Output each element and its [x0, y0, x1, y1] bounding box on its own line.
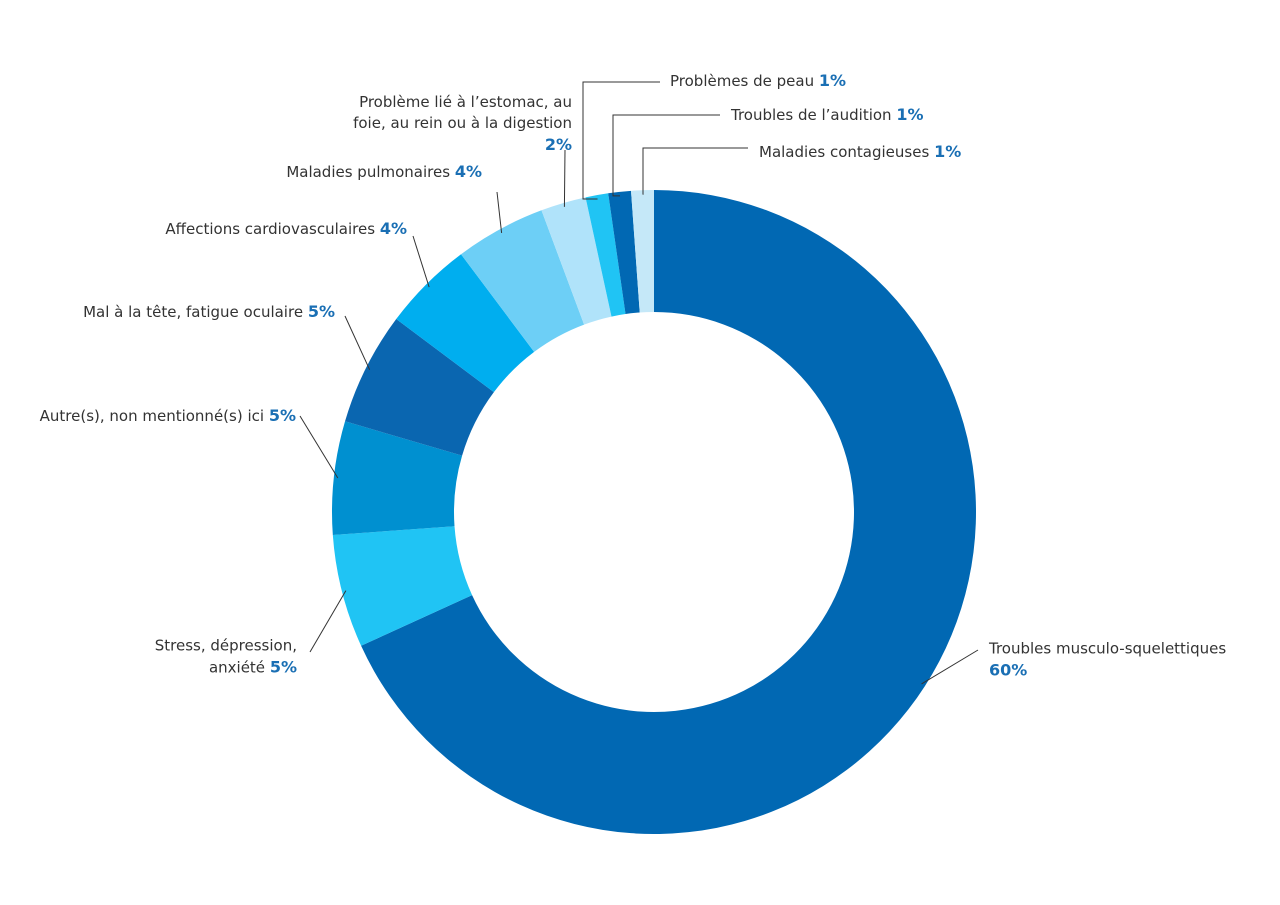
donut-slice — [585, 193, 626, 317]
leader-line — [612, 114, 720, 197]
slice-label: Troubles de l’audition 1% — [731, 104, 951, 126]
category-name: Troubles de l’audition — [731, 106, 892, 124]
leader-line — [412, 235, 430, 288]
value-label: 5% — [307, 302, 335, 321]
value-label: 1% — [934, 142, 962, 161]
slice-label: Troubles musculo-squelettiques 60% — [989, 639, 1269, 682]
value-label: 5% — [268, 406, 296, 425]
value-label: 2% — [544, 135, 572, 154]
leader-line — [344, 315, 371, 370]
leader-line — [299, 415, 339, 479]
leader-line — [563, 149, 566, 207]
category-name: Affections cardiovasculaires — [165, 220, 376, 238]
leader-line — [496, 191, 503, 233]
category-name: Troubles musculo-squelettiques — [989, 639, 1227, 658]
slice-label: Affections cardiovasculaires 4% — [147, 218, 407, 240]
donut-slice — [361, 190, 976, 835]
category-name: Autre(s), non mentionné(s) ici — [39, 407, 265, 425]
category-name: Problèmes de peau — [670, 72, 815, 90]
leader-line — [309, 590, 347, 653]
donut-slice — [345, 319, 494, 456]
leader-line — [642, 147, 748, 195]
category-name: Mal à la tête, fatigue oculaire — [83, 303, 304, 321]
slice-label: Mal à la tête, fatigue oculaire 5% — [55, 301, 335, 323]
category-name: Maladies pulmonaires — [286, 163, 451, 181]
leader-line — [921, 649, 979, 685]
slice-label: Maladies pulmonaires 4% — [262, 161, 482, 183]
slice-label: Maladies contagieuses 1% — [759, 141, 979, 163]
category-name: Stress, dépression, anxiété — [154, 636, 297, 677]
slice-label: Problèmes de peau 1% — [670, 70, 890, 92]
slice-label: Autre(s), non mentionné(s) ici 5% — [36, 405, 296, 427]
category-name: Maladies contagieuses — [759, 143, 930, 161]
donut-slice — [396, 254, 535, 393]
value-label: 4% — [454, 162, 482, 181]
donut-slice — [608, 190, 640, 315]
value-label: 60% — [989, 660, 1028, 680]
value-label: 1% — [818, 71, 847, 90]
leader-line — [582, 81, 660, 200]
slice-label: Problème lié à l’estomac, au foie, au re… — [322, 92, 572, 156]
donut-slice — [631, 190, 654, 313]
slice-label: Stress, dépression, anxiété 5% — [147, 636, 297, 679]
value-label: 4% — [379, 219, 407, 238]
donut-slice — [331, 421, 463, 535]
category-name: Problème lié à l’estomac, au foie, au re… — [353, 93, 572, 132]
donut-slice — [332, 526, 473, 646]
value-label: 1% — [896, 105, 924, 124]
value-label: 5% — [269, 657, 297, 677]
donut-slice — [461, 210, 585, 352]
donut-slice — [541, 197, 612, 325]
